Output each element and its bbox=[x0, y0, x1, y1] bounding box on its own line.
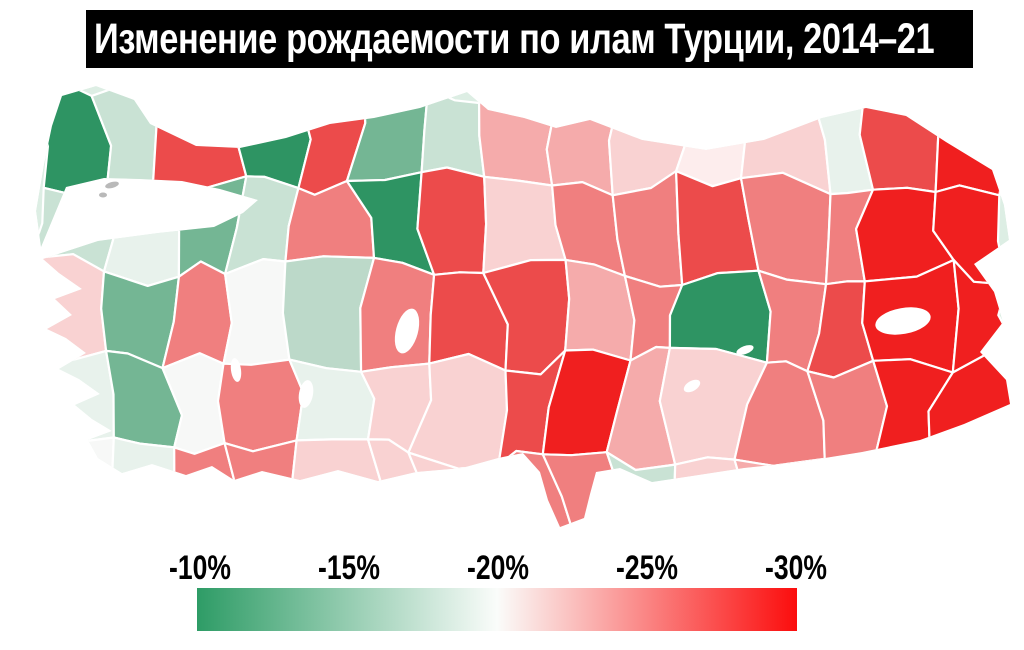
lake-tuz bbox=[394, 308, 420, 354]
legend-tick-10: -10% bbox=[169, 549, 231, 587]
province-cell bbox=[36, 436, 115, 527]
chart-title: Изменение рождаемости по илам Турции, 20… bbox=[94, 14, 935, 63]
reservoir-keban bbox=[736, 345, 754, 355]
marmara-island-small bbox=[99, 192, 107, 198]
lakes bbox=[230, 307, 931, 408]
province-mosaic bbox=[36, 86, 1010, 527]
reservoir-ataturk bbox=[683, 379, 701, 393]
province-cell bbox=[420, 87, 486, 178]
legend-tick-20: -20% bbox=[467, 549, 529, 587]
province-cell bbox=[216, 358, 305, 453]
province-cell bbox=[222, 258, 291, 366]
country-area bbox=[36, 86, 1010, 527]
title-bar: Изменение рождаемости по илам Турции, 20… bbox=[86, 10, 973, 68]
province-cell bbox=[223, 439, 298, 527]
province-cell bbox=[290, 438, 382, 527]
province-cell bbox=[416, 166, 488, 276]
legend-tick-25: -25% bbox=[616, 549, 678, 587]
province-cell bbox=[823, 457, 898, 527]
province-cell bbox=[858, 86, 946, 194]
province-cell bbox=[927, 449, 1010, 527]
legend-tick-30: -30% bbox=[765, 549, 827, 587]
province-cell bbox=[934, 86, 1008, 197]
province-cell bbox=[478, 88, 558, 187]
province-cell bbox=[151, 86, 248, 191]
province-cell bbox=[564, 258, 636, 362]
lake-van bbox=[875, 307, 931, 335]
province-cell bbox=[545, 98, 620, 197]
province-cell bbox=[359, 256, 436, 373]
province-cell bbox=[733, 457, 840, 527]
province-cell bbox=[951, 258, 1010, 374]
marmara-islands bbox=[99, 181, 119, 198]
marmara-island bbox=[105, 181, 119, 189]
province-cell bbox=[102, 182, 181, 287]
province-cell bbox=[672, 456, 751, 527]
lake-egirdir bbox=[230, 358, 242, 382]
lake-beysehir bbox=[298, 380, 314, 408]
legend-gradient-bar bbox=[197, 588, 797, 631]
province-cell bbox=[873, 452, 937, 527]
legend-tick-15: -15% bbox=[318, 549, 380, 587]
province-cell bbox=[36, 253, 108, 368]
